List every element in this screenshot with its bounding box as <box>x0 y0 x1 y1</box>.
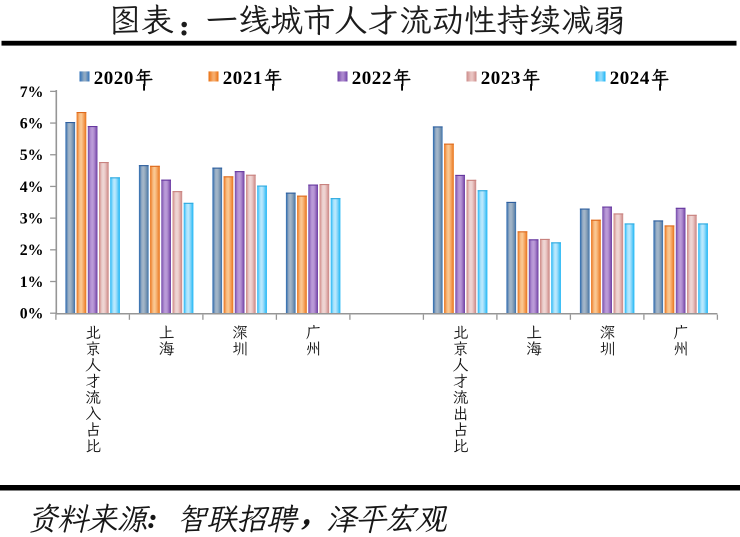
svg-text:1%: 1% <box>20 274 44 291</box>
svg-text:0%: 0% <box>20 306 44 323</box>
svg-text:2022: 2022 <box>352 68 392 89</box>
svg-text:4%: 4% <box>20 179 44 196</box>
svg-text:2021: 2021 <box>223 68 263 89</box>
svg-text:2023: 2023 <box>481 68 521 89</box>
svg-text:5%: 5% <box>20 147 44 164</box>
svg-text:3%: 3% <box>20 211 44 228</box>
svg-text:6%: 6% <box>20 115 44 132</box>
svg-text:2024: 2024 <box>610 68 650 89</box>
svg-text:2020: 2020 <box>94 68 134 89</box>
svg-text:2%: 2% <box>20 242 44 259</box>
svg-text:7%: 7% <box>20 84 44 101</box>
